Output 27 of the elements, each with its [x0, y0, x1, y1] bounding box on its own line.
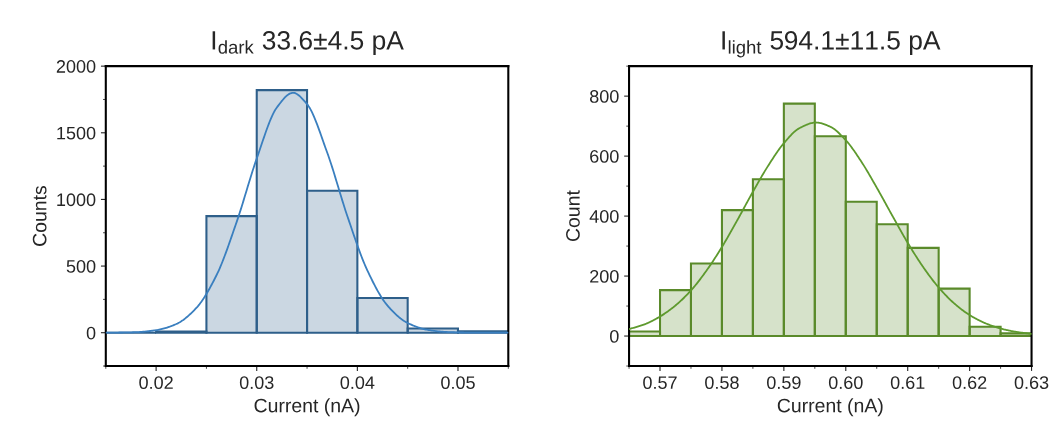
chart-title: I$_{light}$ 594.1±11.5 pA: [722, 31, 941, 58]
x-tick-label: 0.05: [441, 376, 475, 390]
y-tick-label: 1500: [57, 126, 96, 140]
y-tick-label: 2000: [56, 60, 96, 73]
x-tick-label: 0.59: [766, 376, 801, 390]
y-tick-label: 1000: [57, 193, 96, 207]
y-tick-label: 0: [609, 329, 619, 343]
y-tick-label: 400: [589, 210, 619, 223]
x-tick-label: 0.58: [705, 376, 739, 390]
x-tick-label: 0.57: [643, 376, 677, 390]
x-tick-label: 0.03: [239, 376, 274, 390]
chart-title: I$_{dark}$ 33.6±4.5 pA: [212, 31, 404, 55]
x-tick-label: 0.62: [952, 376, 987, 390]
y-tick-label: 800: [589, 90, 619, 103]
x-tick-label: 0.60: [828, 376, 863, 390]
y-tick-label: 200: [590, 270, 619, 283]
y-tick-label: 0: [86, 326, 96, 340]
x-tick-label: 0.04: [340, 376, 375, 390]
y-axis-title: Counts: [32, 185, 47, 246]
y-tick-label: 600: [590, 150, 619, 163]
x-tick-label: 0.63: [1014, 376, 1049, 390]
x-tick-label: 0.61: [890, 376, 925, 390]
x-axis-title: Current (nA): [777, 398, 883, 417]
y-axis-title: Count: [566, 190, 580, 242]
y-tick-label: 500: [66, 260, 96, 273]
x-axis-title: Current (nA): [254, 398, 360, 417]
x-tick-label: 0.02: [139, 376, 173, 390]
